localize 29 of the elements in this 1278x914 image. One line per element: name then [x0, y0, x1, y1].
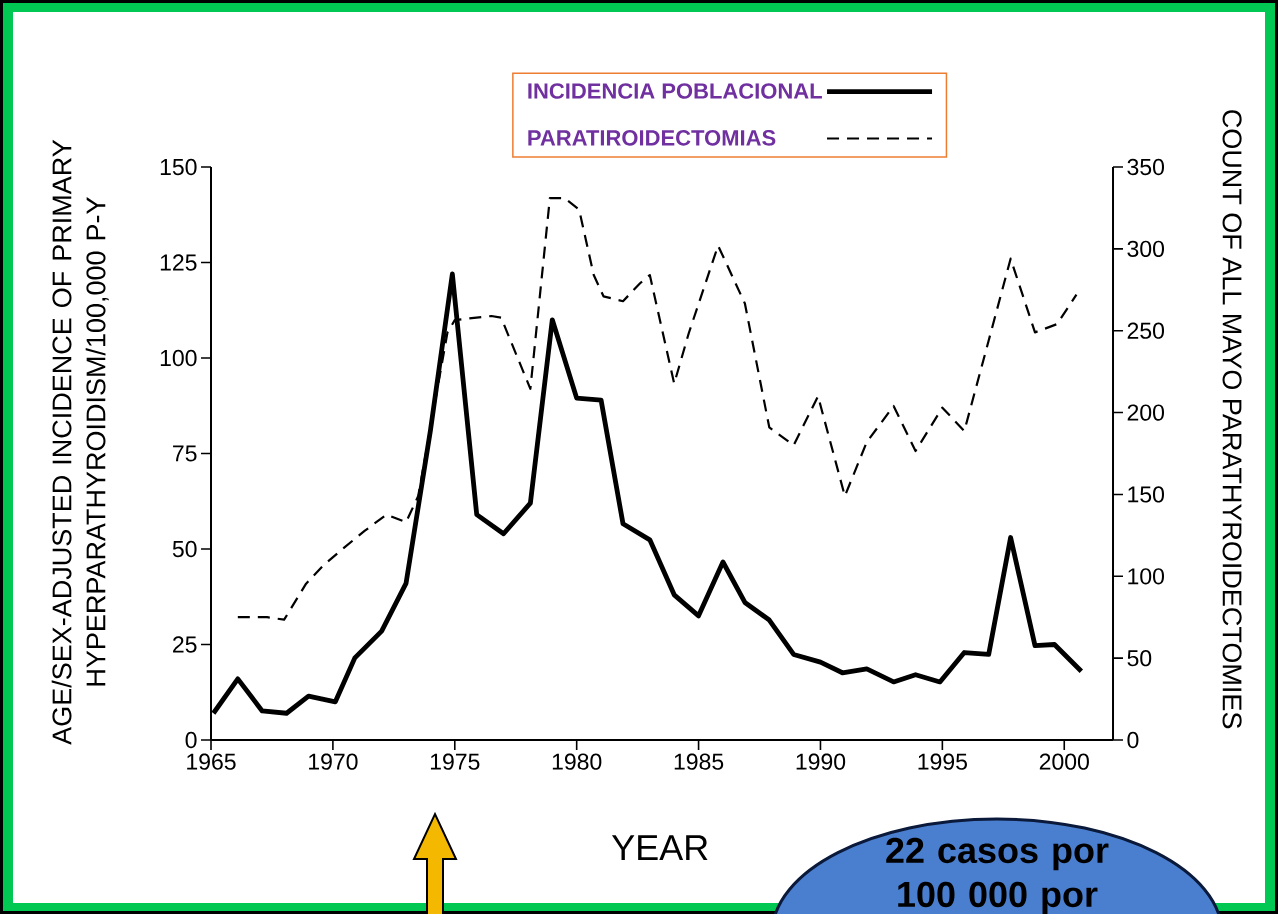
x-tick-label: 1990	[796, 753, 846, 770]
x-tick-label: 1975	[430, 753, 480, 770]
y2-tick-label: 150	[1128, 486, 1165, 503]
y2-tick-label: 300	[1127, 240, 1165, 257]
y-tick-label: 50	[172, 540, 197, 558]
x-tick-label: 1985	[674, 753, 724, 770]
x-tick-label: 1980	[552, 753, 602, 770]
x-tick-label: 1970	[309, 753, 358, 770]
y-tick-label: 125	[160, 254, 197, 271]
legend-label: PARATIROIDECTOMIAS	[528, 130, 776, 146]
x-axis-title: YEAR	[611, 835, 708, 861]
text: 22 casos por 100 000 por	[886, 837, 1109, 914]
y-tick-label: 100	[160, 349, 197, 367]
legend-label: INCIDENCIA POBLACIONAL	[528, 83, 822, 99]
y2-axis-title: COUNT OF ALL MAYO PARATHYROIDECTOMIES	[1222, 110, 1242, 729]
y-tick-label: 75	[173, 445, 197, 462]
y-tick-label: 150	[160, 158, 197, 176]
x-tick-label: 1965	[187, 753, 236, 770]
x-tick-label: 1995	[918, 753, 967, 770]
y2-tick-label: 50	[1127, 650, 1152, 667]
y2-tick-label: 200	[1127, 404, 1165, 421]
y2-tick-label: 0	[1127, 731, 1139, 749]
y-tick-label: 0	[185, 731, 197, 749]
y-axis-title: AGE/SEX-ADJUSTED INCIDENCE OF PRIMARY HYPERPARATHYROIDISM/100,000 P-Y	[51, 139, 109, 745]
x-tick-label: 2000	[1039, 753, 1089, 770]
y2-tick-label: 100	[1128, 568, 1165, 585]
y2-tick-label: 250	[1127, 322, 1165, 339]
y-tick-label: 25	[173, 636, 197, 653]
y2-tick-label: 350	[1127, 158, 1165, 176]
